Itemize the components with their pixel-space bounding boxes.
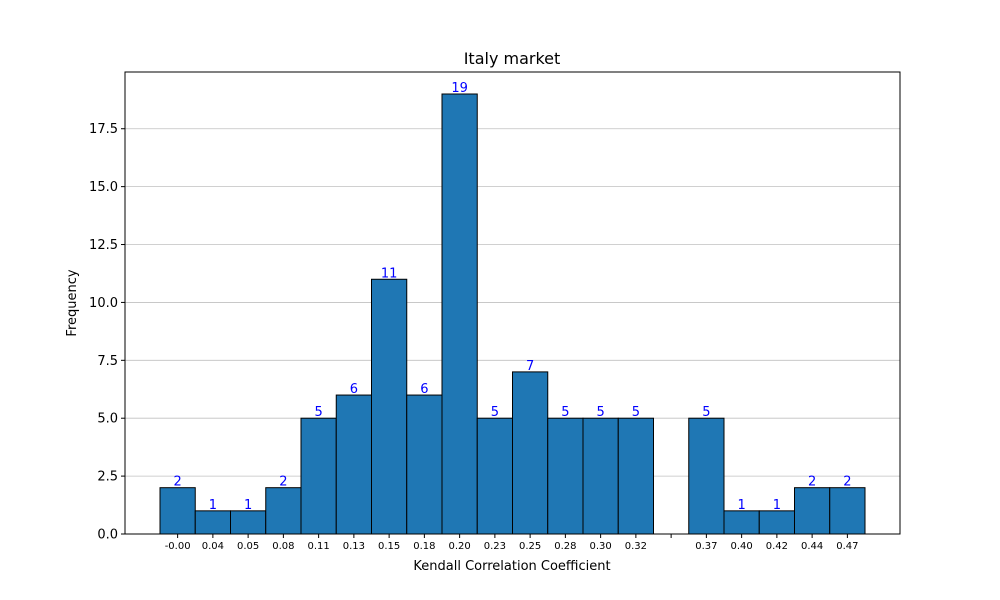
x-tick-label: 0.05 [237, 541, 259, 552]
y-tick-label: 15.0 [89, 180, 118, 195]
bar [829, 487, 866, 535]
bar-value-label: 1 [244, 498, 252, 513]
x-tick-label: 0.37 [695, 541, 717, 552]
bar-value-label: 5 [702, 405, 710, 420]
bar-value-label: 5 [561, 405, 569, 420]
bar [265, 487, 302, 535]
bar [335, 394, 372, 535]
y-tick-label: 12.5 [89, 238, 118, 253]
x-tick-label: 0.44 [801, 541, 823, 552]
bar-value-label: 2 [808, 475, 816, 490]
y-tick-label: 5.0 [97, 412, 118, 427]
y-tick-label: 17.5 [89, 122, 118, 137]
y-tick-label: 2.5 [97, 470, 118, 485]
x-tick-label: 0.11 [307, 541, 329, 552]
bar [194, 510, 231, 535]
x-tick-label: 0.20 [448, 541, 470, 552]
bar-value-label: 1 [209, 498, 217, 513]
bar-value-label: 11 [381, 266, 398, 281]
y-tick-label: 7.5 [97, 354, 118, 369]
bar [512, 371, 549, 535]
bar [230, 510, 267, 535]
bars [159, 93, 866, 535]
bar-value-label: 5 [596, 405, 604, 420]
bar [794, 487, 831, 535]
bar-value-label: 2 [279, 475, 287, 490]
x-tick-label: 0.28 [554, 541, 576, 552]
bar-value-label: 2 [843, 475, 851, 490]
y-axis: 0.0 2.5 5.0 7.5 10.0 12.5 15.0 17.5 [89, 122, 125, 543]
bar [582, 417, 619, 535]
chart-title: Italy market [464, 49, 561, 68]
y-tick-label: 10.0 [89, 296, 118, 311]
bar-value-label: 1 [737, 498, 745, 513]
y-tick-label: 0.0 [97, 528, 118, 543]
x-tick-label: 0.30 [589, 541, 611, 552]
x-tick-label: 0.13 [343, 541, 365, 552]
grid [125, 128, 900, 477]
x-tick-label: 0.08 [272, 541, 294, 552]
x-tick-label: 0.25 [519, 541, 541, 552]
bar-value-label: 6 [350, 382, 358, 397]
bar [371, 278, 408, 535]
x-tick-label: 0.32 [625, 541, 647, 552]
x-tick-label: 0.47 [836, 541, 858, 552]
x-tick-label: 0.04 [202, 541, 224, 552]
x-tick-label: 0.40 [730, 541, 752, 552]
bar [617, 417, 654, 535]
x-tick-label: 0.23 [484, 541, 506, 552]
bar [547, 417, 584, 535]
x-axis-label: Kendall Correlation Coefficient [413, 559, 610, 574]
bar-value-label: 2 [173, 475, 181, 490]
bar-value-label: 1 [773, 498, 781, 513]
bar [441, 93, 478, 535]
x-tick-label: 0.42 [766, 541, 788, 552]
bar-value-label: 5 [632, 405, 640, 420]
x-axis: -0.00 0.04 0.05 0.08 0.11 0.13 0.15 0.18 0.20 0.2… [165, 534, 859, 552]
bar [758, 510, 795, 535]
plot-frame [124, 71, 901, 535]
bar [688, 417, 725, 535]
x-tick-label: 0.15 [378, 541, 400, 552]
bar-value-label: 7 [526, 359, 534, 374]
bar [300, 417, 337, 535]
x-tick-label: -0.00 [165, 541, 191, 552]
x-tick-label: 0.18 [413, 541, 435, 552]
bar-value-label: 5 [314, 405, 322, 420]
bar [723, 510, 760, 535]
bar-value-label: 5 [491, 405, 499, 420]
bar [476, 417, 513, 535]
y-axis-label: Frequency [65, 269, 80, 336]
bar-value-label: 19 [451, 81, 468, 96]
bar [159, 487, 196, 535]
bar-value-label: 6 [420, 382, 428, 397]
bar [406, 394, 443, 535]
